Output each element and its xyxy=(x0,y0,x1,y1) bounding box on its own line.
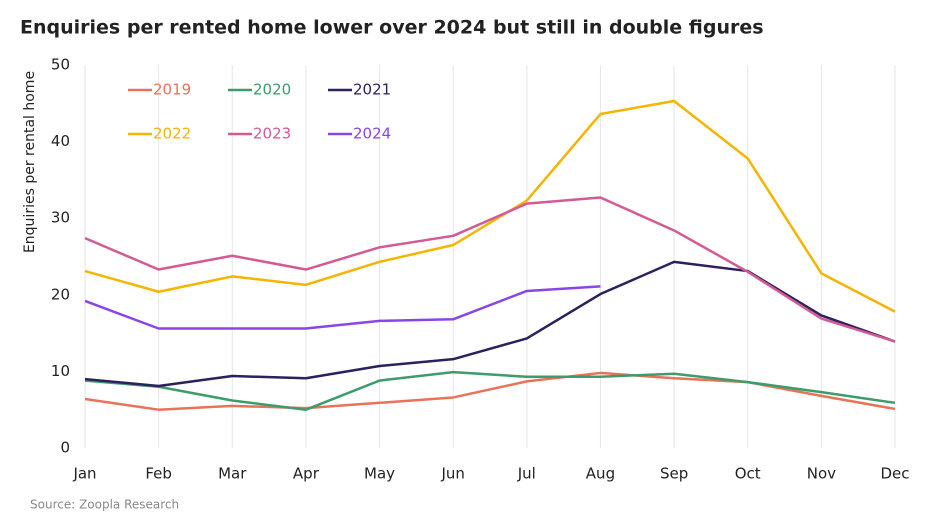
x-tick-label: Apr xyxy=(293,465,320,483)
x-tick-label: Mar xyxy=(218,465,247,483)
data-line xyxy=(84,285,601,330)
y-tick-label: 30 xyxy=(51,209,70,227)
y-tick-label: 0 xyxy=(60,439,70,457)
x-tick-label: Jan xyxy=(72,465,96,483)
y-tick-label: 10 xyxy=(51,362,70,380)
y-axis-label: Enquiries per rental home xyxy=(22,71,38,253)
x-tick-label: Dec xyxy=(880,465,909,483)
legend-label: 2024 xyxy=(353,125,391,143)
chart-title: Enquiries per rented home lower over 202… xyxy=(20,17,764,39)
y-tick-label: 50 xyxy=(51,56,70,74)
x-tick-label: Feb xyxy=(145,465,172,483)
data-line xyxy=(84,99,896,313)
x-tick-label: Jul xyxy=(517,465,536,483)
x-tick-label: May xyxy=(364,465,395,483)
data-line xyxy=(84,260,896,388)
source: Source: Zoopla Research xyxy=(30,498,179,512)
y-tick-label: 40 xyxy=(51,132,70,150)
y-tick-label: 20 xyxy=(51,285,70,303)
x-tick-label: Jun xyxy=(440,465,464,483)
legend-label: 2020 xyxy=(253,81,291,99)
legend-label: 2022 xyxy=(153,125,191,143)
x-tick-label: Sep xyxy=(660,465,688,483)
x-tick-label: Nov xyxy=(807,465,836,483)
legend-label: 2021 xyxy=(353,81,391,99)
x-tick-label: Oct xyxy=(735,465,761,483)
x-tick-label: Aug xyxy=(586,465,615,483)
data-line xyxy=(84,370,896,411)
legend-label: 2023 xyxy=(253,125,291,143)
data-line xyxy=(84,196,896,343)
legend-label: 2019 xyxy=(153,81,191,99)
